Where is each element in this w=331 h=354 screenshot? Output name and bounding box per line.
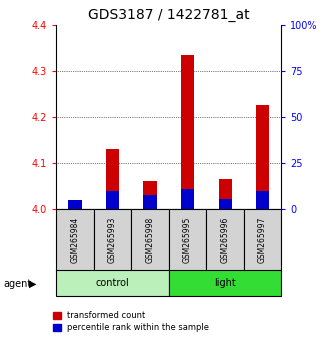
Bar xyxy=(106,149,119,209)
Text: GSM265996: GSM265996 xyxy=(220,217,230,263)
Text: GSM265993: GSM265993 xyxy=(108,217,117,263)
Text: control: control xyxy=(96,278,129,288)
FancyBboxPatch shape xyxy=(169,209,206,271)
Text: GSM265984: GSM265984 xyxy=(71,217,79,263)
FancyBboxPatch shape xyxy=(94,209,131,271)
Text: GSM265998: GSM265998 xyxy=(146,217,155,263)
Legend: transformed count, percentile rank within the sample: transformed count, percentile rank withi… xyxy=(51,309,212,335)
Bar xyxy=(106,192,119,209)
Bar xyxy=(181,55,194,209)
FancyBboxPatch shape xyxy=(131,209,169,271)
Bar xyxy=(69,200,81,209)
Bar xyxy=(218,179,232,209)
FancyBboxPatch shape xyxy=(244,209,281,271)
FancyBboxPatch shape xyxy=(56,209,94,271)
Bar xyxy=(143,181,157,209)
Bar xyxy=(181,189,194,209)
Bar xyxy=(218,199,232,209)
Bar xyxy=(256,105,269,209)
FancyBboxPatch shape xyxy=(169,270,281,296)
FancyBboxPatch shape xyxy=(206,209,244,271)
Bar xyxy=(143,195,157,209)
Title: GDS3187 / 1422781_at: GDS3187 / 1422781_at xyxy=(88,8,250,22)
Text: GSM265995: GSM265995 xyxy=(183,217,192,263)
Text: light: light xyxy=(214,278,236,288)
Text: ▶: ▶ xyxy=(29,279,37,289)
FancyBboxPatch shape xyxy=(56,270,169,296)
Bar xyxy=(256,192,269,209)
Bar xyxy=(69,205,81,209)
Text: GSM265997: GSM265997 xyxy=(258,217,267,263)
Text: agent: agent xyxy=(3,279,31,289)
